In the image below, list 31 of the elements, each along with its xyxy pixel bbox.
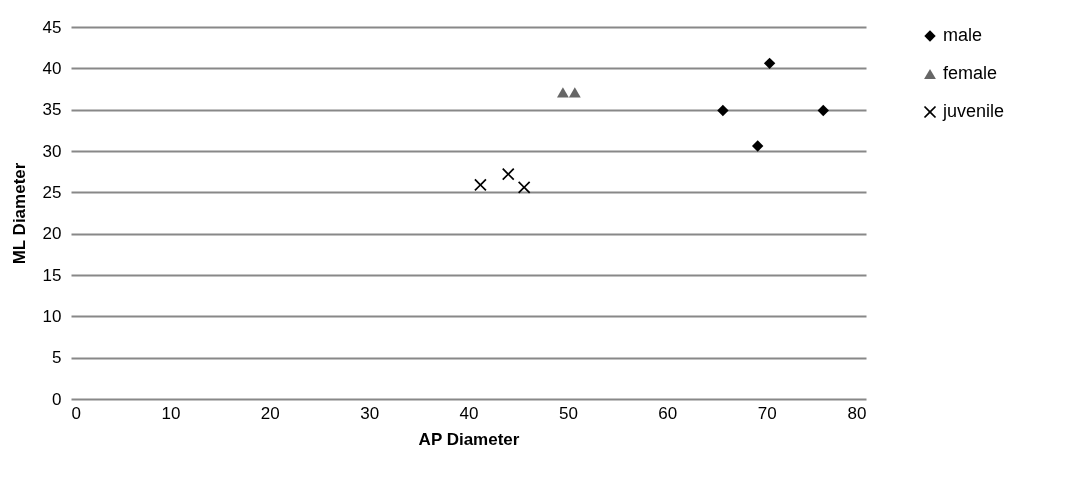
y-tick-label: 40 <box>42 58 62 78</box>
y-tick-label: 0 <box>52 389 62 409</box>
y-tick-label: 10 <box>42 306 62 326</box>
point <box>568 87 581 98</box>
x-tick-label: 70 <box>757 403 777 423</box>
x-tick-label: 80 <box>847 403 867 423</box>
point <box>502 168 515 181</box>
y-tick-label: 20 <box>42 224 62 244</box>
x-tick-label: 60 <box>658 403 678 423</box>
point <box>763 57 776 70</box>
x-axis-title: AP Diameter <box>418 429 520 449</box>
point <box>556 87 569 98</box>
x-tick-label: 20 <box>260 403 280 423</box>
y-tick-label: 5 <box>52 348 62 368</box>
legend-label: female <box>943 63 998 83</box>
x-tick-label: 10 <box>161 403 181 423</box>
point <box>717 104 729 117</box>
x-tick-label: 50 <box>558 403 578 423</box>
point <box>751 140 764 152</box>
y-axis-title: ML Diameter <box>9 162 29 265</box>
y-tick-label: 25 <box>42 182 62 202</box>
y-tick-label: 35 <box>42 100 62 120</box>
legend-label: juvenile <box>942 101 1005 121</box>
x-tick-label: 0 <box>71 403 81 423</box>
y-tick-label: 30 <box>42 141 62 161</box>
point <box>817 104 829 117</box>
x-tick-label: 30 <box>360 403 380 423</box>
legend-label: male <box>943 25 983 45</box>
x-tick-label: 40 <box>459 403 479 423</box>
y-tick-label: 15 <box>42 265 62 285</box>
y-tick-label: 45 <box>42 17 62 37</box>
